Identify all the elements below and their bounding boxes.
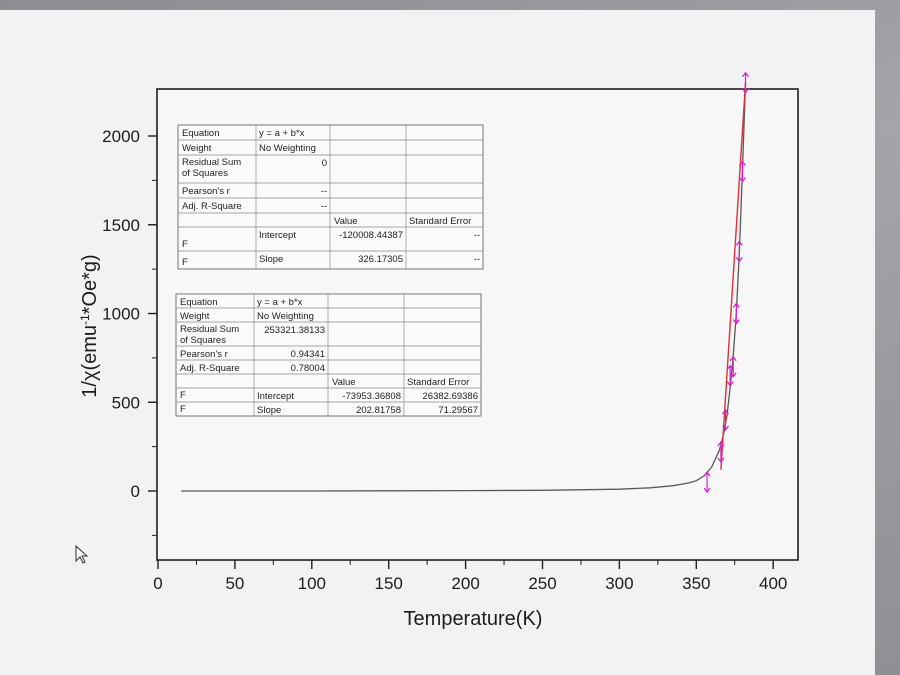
y-axis: 0 500 1000 1500 2000 [102, 127, 157, 536]
row-value: -- [321, 186, 327, 197]
fit-line [720, 82, 747, 470]
param-value: 326.17305 [358, 254, 403, 265]
param-error: -- [474, 230, 480, 241]
row-value: No Weighting [259, 143, 316, 154]
row-value: -- [321, 201, 327, 212]
param-name: Slope [257, 405, 281, 416]
row-value: No Weighting [257, 311, 314, 322]
row-value: y = a + b*x [257, 297, 303, 308]
table-border [175, 293, 482, 417]
data-point [717, 440, 725, 463]
param-value: -120008.44387 [339, 230, 403, 241]
mouse-pointer-icon [75, 544, 89, 564]
x-axis-label: Temperature(K) [404, 608, 543, 630]
param-name: Intercept [259, 230, 296, 241]
row-value: 0.94341 [291, 349, 325, 360]
y-tick-label: 0 [131, 482, 140, 501]
row-label: of Squares [180, 335, 226, 346]
row-label: of Squares [182, 168, 228, 179]
param-name: Slope [259, 254, 283, 265]
x-tick-label: 200 [451, 574, 479, 593]
data-point [726, 364, 734, 387]
row-value: 0 [322, 158, 327, 169]
param-value: -73953.36808 [342, 391, 401, 402]
row-label: Pearson's r [182, 186, 230, 197]
series-layer [181, 71, 749, 494]
y-axis-label: 1/χ(emu-1*Oe*g) [78, 254, 101, 397]
data-point [703, 471, 711, 494]
fit-tables: Equation y = a + b*x Weight No Weighting Res… [175, 124, 484, 417]
fit-table: Equation y = a + b*x Weight No Weighting Res… [177, 124, 484, 270]
y-tick-label: 1000 [102, 305, 140, 324]
fit-table: Equation y = a + b*x Weight No Weighting Res… [175, 293, 482, 417]
param-flag: F [180, 390, 186, 401]
data-point [735, 240, 743, 263]
row-value: 0.78004 [291, 363, 325, 374]
param-flag: F [182, 257, 188, 268]
x-axis: 0 50 100 150 200 250 300 350 400 [153, 560, 787, 593]
column-header: Standard Error [409, 216, 471, 227]
data-point [732, 302, 740, 325]
row-label: Equation [180, 297, 218, 308]
row-label: Weight [180, 311, 210, 322]
param-value: 202.81758 [356, 405, 401, 416]
y-tick-label: 500 [112, 393, 140, 412]
row-label: Equation [182, 128, 220, 139]
x-tick-label: 250 [528, 574, 556, 593]
x-tick-label: 100 [298, 574, 326, 593]
table-border [177, 124, 484, 270]
column-header: Value [332, 377, 356, 388]
y-tick-label: 2000 [102, 127, 140, 146]
data-point [738, 160, 746, 183]
x-tick-label: 300 [605, 574, 633, 593]
row-label: Adj. R-Square [182, 201, 242, 212]
row-label: Weight [182, 143, 212, 154]
data-point [742, 71, 749, 94]
column-header: Standard Error [407, 377, 469, 388]
param-flag: F [180, 404, 186, 415]
x-tick-label: 50 [225, 574, 244, 593]
x-tick-label: 400 [759, 574, 787, 593]
data-point [722, 409, 730, 431]
x-tick-label: 150 [375, 574, 403, 593]
param-flag: F [182, 239, 188, 250]
row-value: y = a + b*x [259, 128, 305, 139]
param-name: Intercept [257, 391, 294, 402]
data-point [729, 355, 737, 378]
column-header: Value [334, 216, 358, 227]
row-label: Residual Sum [182, 157, 241, 168]
x-tick-label: 0 [153, 574, 162, 593]
row-label: Residual Sum [180, 324, 239, 335]
row-label: Pearson's r [180, 349, 228, 360]
y-tick-label: 1500 [102, 216, 140, 235]
row-label: Adj. R-Square [180, 363, 240, 374]
param-error: 26382.69386 [423, 391, 478, 402]
x-tick-label: 350 [682, 574, 710, 593]
param-error: -- [474, 254, 480, 265]
param-error: 71.29567 [438, 405, 478, 416]
row-value: 253321.38133 [264, 325, 325, 336]
